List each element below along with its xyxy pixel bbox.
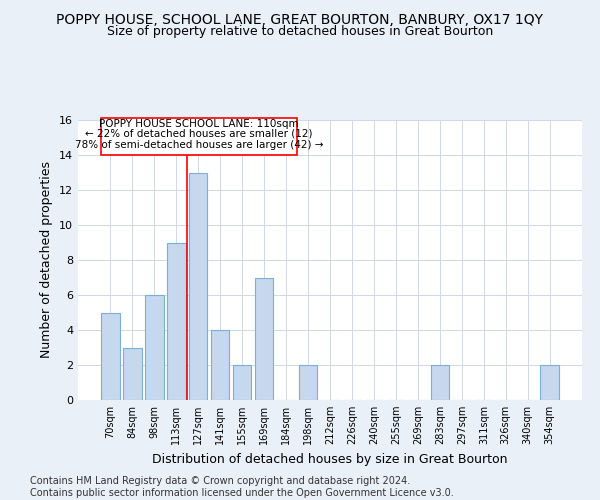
Bar xyxy=(255,278,274,400)
Text: ← 22% of detached houses are smaller (12): ← 22% of detached houses are smaller (12… xyxy=(85,129,313,139)
Bar xyxy=(145,295,164,400)
Text: 78% of semi-detached houses are larger (42) →: 78% of semi-detached houses are larger (… xyxy=(75,140,323,150)
X-axis label: Distribution of detached houses by size in Great Bourton: Distribution of detached houses by size … xyxy=(152,452,508,466)
Text: Size of property relative to detached houses in Great Bourton: Size of property relative to detached ho… xyxy=(107,25,493,38)
Bar xyxy=(101,312,119,400)
Text: POPPY HOUSE SCHOOL LANE: 110sqm: POPPY HOUSE SCHOOL LANE: 110sqm xyxy=(100,120,299,130)
Bar xyxy=(123,348,142,400)
Bar xyxy=(233,365,251,400)
Bar xyxy=(431,365,449,400)
Bar xyxy=(299,365,317,400)
Bar xyxy=(541,365,559,400)
Y-axis label: Number of detached properties: Number of detached properties xyxy=(40,162,53,358)
Text: POPPY HOUSE, SCHOOL LANE, GREAT BOURTON, BANBURY, OX17 1QY: POPPY HOUSE, SCHOOL LANE, GREAT BOURTON,… xyxy=(56,12,544,26)
Bar xyxy=(211,330,229,400)
Bar xyxy=(101,118,297,155)
Text: Contains HM Land Registry data © Crown copyright and database right 2024.
Contai: Contains HM Land Registry data © Crown c… xyxy=(30,476,454,498)
Bar xyxy=(167,242,185,400)
Bar xyxy=(189,172,208,400)
